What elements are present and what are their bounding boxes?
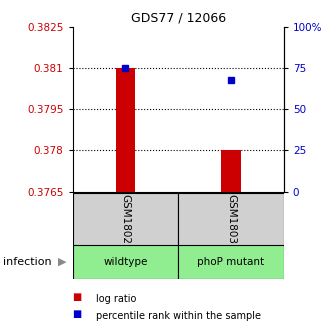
Text: GSM1802: GSM1802 [120, 194, 130, 244]
Bar [73, 245, 178, 279]
Text: percentile rank within the sample: percentile rank within the sample [96, 311, 261, 321]
Bar [178, 245, 284, 279]
Text: log ratio: log ratio [96, 294, 136, 304]
Bar [116, 68, 135, 192]
Text: wildtype: wildtype [103, 257, 148, 267]
Text: ■: ■ [73, 309, 82, 319]
Text: ▶: ▶ [58, 257, 67, 267]
Bar [221, 150, 241, 192]
Bar [73, 193, 178, 245]
Text: ■: ■ [73, 292, 82, 302]
Text: infection: infection [3, 257, 52, 267]
Title: GDS77 / 12066: GDS77 / 12066 [131, 11, 226, 24]
Text: GSM1803: GSM1803 [226, 194, 236, 244]
Text: phoP mutant: phoP mutant [197, 257, 265, 267]
Bar [178, 193, 284, 245]
